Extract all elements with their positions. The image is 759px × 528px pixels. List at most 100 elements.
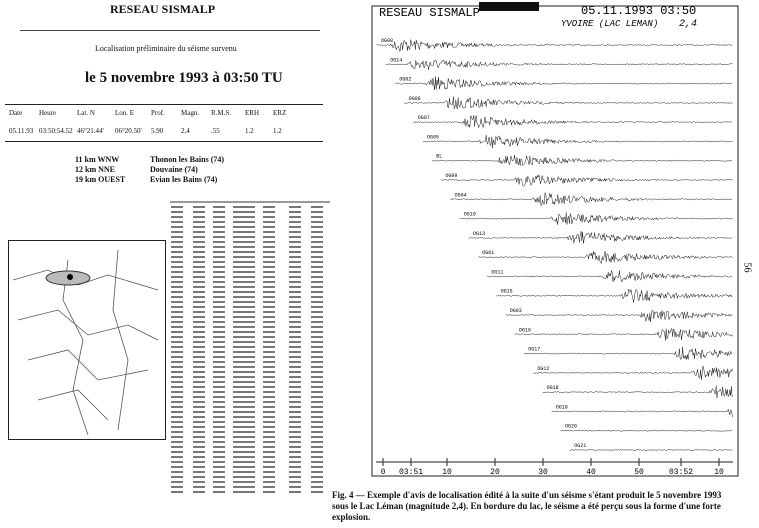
station-label: OG15 [501, 289, 513, 295]
row-text [171, 366, 183, 368]
row-text [171, 396, 183, 398]
row-text [213, 481, 225, 483]
row-text [263, 391, 275, 393]
station-label: OG02 [399, 77, 411, 83]
row-text [311, 451, 323, 453]
seismic-trace [560, 429, 733, 432]
row-text [311, 316, 323, 318]
row-text [193, 456, 205, 458]
row-text [213, 381, 225, 383]
row-text [193, 326, 205, 328]
row-text [289, 451, 301, 453]
row-text [233, 376, 255, 378]
row-text [263, 296, 275, 298]
row-text [311, 326, 323, 328]
row-text [311, 406, 323, 408]
row-text [233, 486, 255, 488]
row-text [289, 206, 301, 208]
row-text [213, 376, 225, 378]
row-text [171, 266, 183, 268]
station-label: OG07 [418, 115, 430, 121]
row-text [263, 251, 275, 253]
row-text [311, 261, 323, 263]
row-text [233, 436, 255, 438]
row-text [289, 431, 301, 433]
seismic-trace [551, 409, 733, 418]
column-header: Heure [39, 109, 57, 117]
row-text [263, 406, 275, 408]
row-text [263, 411, 275, 413]
page-number: 56 [741, 262, 753, 273]
row-text [311, 331, 323, 333]
time-label: 10 [442, 468, 452, 477]
row-text [289, 276, 301, 278]
seismic-trace [376, 39, 733, 52]
row-text [289, 391, 301, 393]
row-text [171, 371, 183, 373]
row-text [289, 396, 301, 398]
row-text [263, 316, 275, 318]
row-text [193, 396, 205, 398]
row-text [263, 266, 275, 268]
row-text [213, 261, 225, 263]
row-text [263, 466, 275, 468]
row-text [171, 361, 183, 363]
row-text [263, 371, 275, 373]
seismic-trace [450, 192, 733, 207]
row-text [311, 311, 323, 313]
row-text [193, 406, 205, 408]
row-text [263, 321, 275, 323]
row-text [289, 446, 301, 448]
row-text [213, 231, 225, 233]
row-text [233, 266, 255, 268]
row-text [233, 236, 255, 238]
row-text [263, 221, 275, 223]
row-text [171, 276, 183, 278]
row-text [263, 386, 275, 388]
row-text [171, 441, 183, 443]
row-text [263, 416, 275, 418]
row-text [311, 271, 323, 273]
row-text [213, 206, 225, 208]
row-text [193, 296, 205, 298]
row-text [213, 256, 225, 258]
row-text [171, 221, 183, 223]
row-text [263, 366, 275, 368]
row-text [171, 211, 183, 213]
seismic-trace [569, 448, 733, 451]
row-text [233, 351, 255, 353]
row-text [213, 276, 225, 278]
station-label: OG04 [455, 192, 467, 198]
row-text [311, 391, 323, 393]
station-label: OG10 [464, 212, 476, 218]
row-text [233, 426, 255, 428]
row-text [193, 471, 205, 473]
row-text [311, 341, 323, 343]
row-text [193, 276, 205, 278]
row-text [171, 341, 183, 343]
row-text [171, 261, 183, 263]
row-text [263, 361, 275, 363]
row-text [171, 421, 183, 423]
row-text [311, 346, 323, 348]
row-text [289, 301, 301, 303]
station-label: OG03 [510, 308, 522, 314]
row-text [311, 256, 323, 258]
row-text [213, 251, 225, 253]
row-text [171, 401, 183, 403]
row-text [311, 376, 323, 378]
fig-location: YVOIRE (LAC LEMAN) [561, 19, 658, 29]
row-text [171, 271, 183, 273]
row-text [233, 276, 255, 278]
event: le 5 novembre 1993 à 03:50 TU [85, 70, 283, 86]
row-text [171, 256, 183, 258]
row-text [263, 276, 275, 278]
row-text [233, 461, 255, 463]
row-text [289, 331, 301, 333]
seismic-trace [385, 59, 733, 70]
row-text [311, 441, 323, 443]
row-text [233, 296, 255, 298]
row-text [263, 256, 275, 258]
row-text [213, 306, 225, 308]
row-text [289, 356, 301, 358]
